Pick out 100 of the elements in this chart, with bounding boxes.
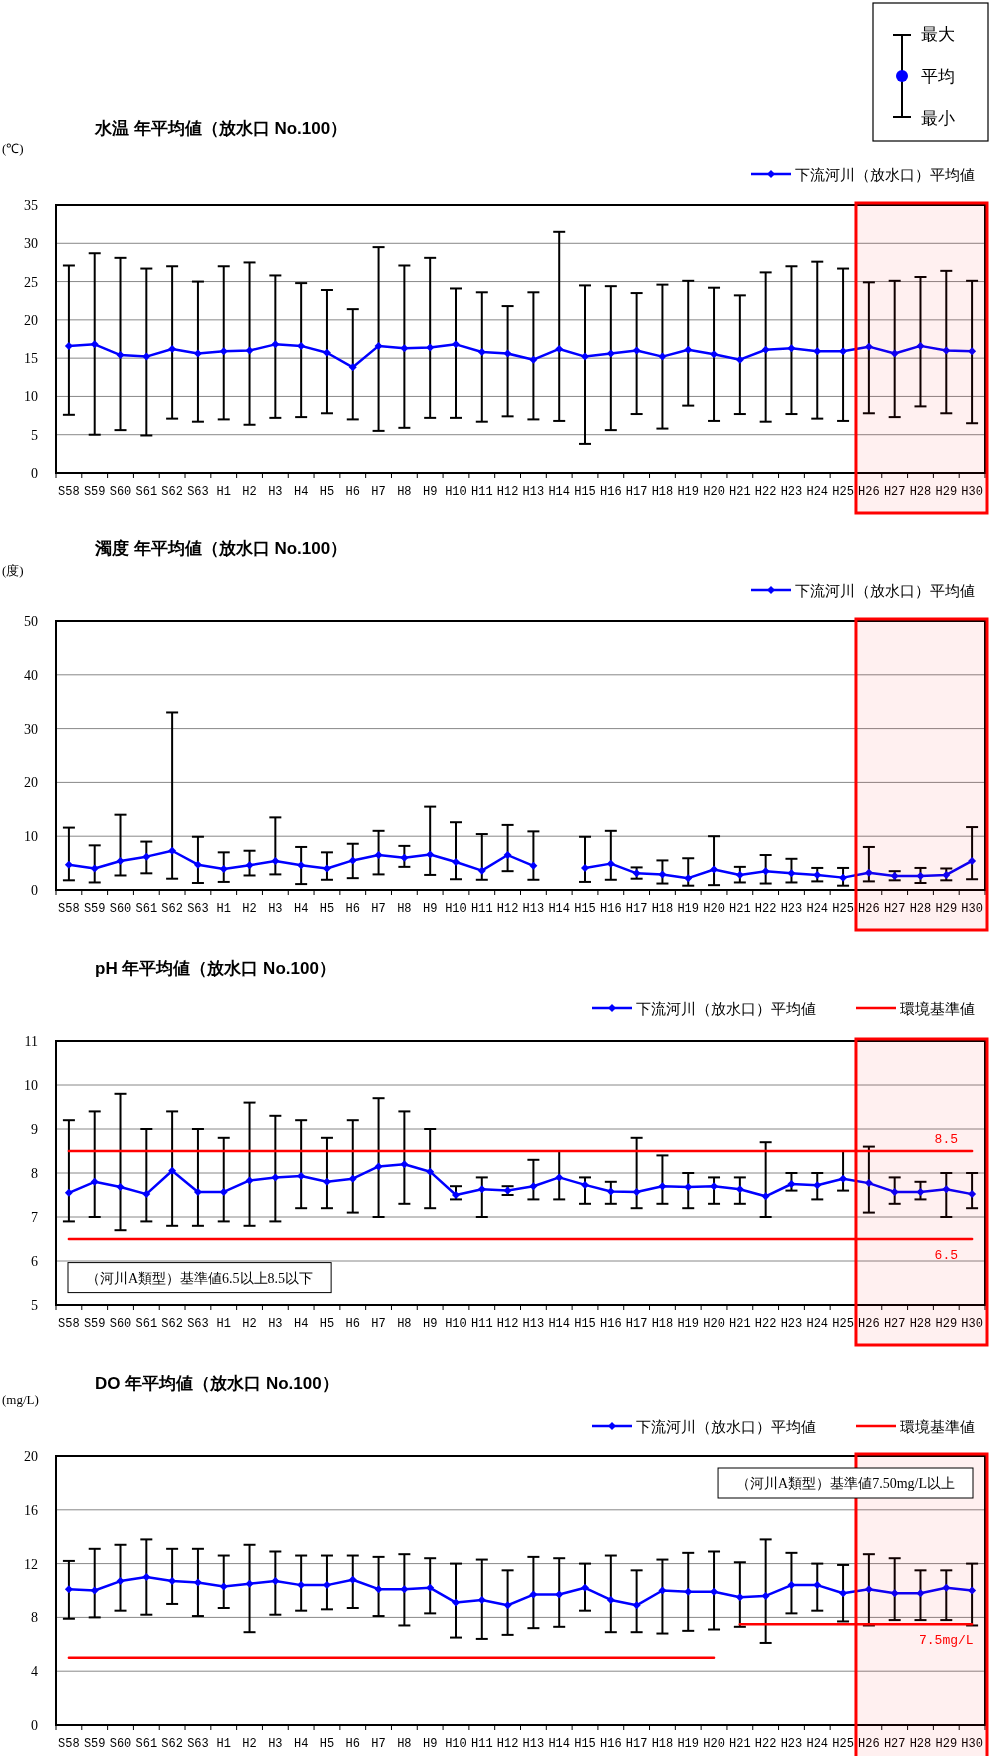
x-tick-label: H21 bbox=[729, 485, 751, 499]
point bbox=[890, 349, 899, 358]
point bbox=[529, 1590, 538, 1599]
y-tick-label: 7 bbox=[31, 1210, 38, 1225]
point bbox=[193, 860, 202, 869]
x-tick-label: H3 bbox=[268, 902, 283, 916]
y-tick-label: 20 bbox=[24, 312, 38, 328]
x-tick-label: H22 bbox=[754, 1737, 777, 1751]
y-tick-label: 5 bbox=[31, 1298, 38, 1313]
y-tick-label: 0 bbox=[31, 1718, 38, 1733]
point bbox=[581, 1180, 590, 1189]
point bbox=[245, 346, 254, 355]
point bbox=[116, 1183, 125, 1192]
x-tick-label: H17 bbox=[625, 1737, 648, 1751]
x-tick-label: H5 bbox=[319, 485, 335, 499]
point bbox=[684, 1587, 693, 1596]
point bbox=[168, 846, 177, 855]
point bbox=[632, 1601, 641, 1610]
point bbox=[916, 1589, 925, 1598]
legend-label: 下流河川（放水口）平均値 bbox=[636, 1001, 816, 1017]
y-tick-label: 0 bbox=[31, 466, 38, 481]
point bbox=[142, 852, 151, 861]
y-tick-label: 15 bbox=[24, 351, 38, 367]
point bbox=[297, 861, 306, 870]
x-tick-label: H6 bbox=[345, 1737, 360, 1751]
point bbox=[90, 1586, 99, 1595]
x-tick-label: H8 bbox=[397, 1317, 412, 1331]
x-tick-label: H3 bbox=[268, 485, 283, 499]
chart-title: 水温 年平均値（放水口 No.100） bbox=[94, 119, 348, 138]
x-tick-label: H30 bbox=[961, 902, 983, 916]
x-tick-label: H10 bbox=[445, 485, 467, 499]
y-tick-label: 10 bbox=[24, 389, 38, 405]
x-tick-label: H5 bbox=[319, 1737, 335, 1751]
text: 最大 bbox=[921, 25, 955, 44]
point bbox=[426, 343, 435, 352]
x-tick-label: H14 bbox=[548, 485, 571, 499]
point bbox=[813, 1181, 822, 1190]
x-tick-label: H15 bbox=[574, 485, 596, 499]
x-tick-label: H18 bbox=[651, 485, 674, 499]
point bbox=[813, 1581, 822, 1590]
y-axis-title: (℃) bbox=[2, 141, 24, 156]
point bbox=[890, 1187, 899, 1196]
point bbox=[864, 1179, 873, 1188]
x-tick-label: H12 bbox=[496, 1317, 519, 1331]
point bbox=[735, 1185, 744, 1194]
legend-label: 下流河川（放水口）平均値 bbox=[636, 1419, 816, 1435]
point bbox=[503, 349, 512, 358]
chart-title: pH 年平均値（放水口 No.100） bbox=[95, 959, 336, 978]
point bbox=[168, 344, 177, 353]
x-tick-label: S62 bbox=[161, 902, 183, 916]
point bbox=[400, 344, 409, 353]
y-tick-label: 8 bbox=[31, 1610, 38, 1626]
x-tick-label: H11 bbox=[470, 1317, 493, 1331]
x-tick-label: H30 bbox=[961, 1317, 983, 1331]
x-tick-label: S60 bbox=[109, 902, 132, 916]
y-tick-label: 11 bbox=[24, 1034, 38, 1049]
x-tick-label: S59 bbox=[83, 485, 106, 499]
point bbox=[400, 853, 409, 862]
x-tick-label: H22 bbox=[754, 902, 777, 916]
point bbox=[193, 1187, 202, 1196]
x-tick-label: S61 bbox=[135, 902, 158, 916]
x-tick-label: S58 bbox=[58, 1737, 80, 1751]
point bbox=[374, 1585, 383, 1594]
x-tick-label: H19 bbox=[677, 902, 700, 916]
x-tick-label: H26 bbox=[858, 902, 880, 916]
x-tick-label: H24 bbox=[806, 902, 829, 916]
x-tick-label: S62 bbox=[161, 1737, 183, 1751]
x-tick-label: H12 bbox=[496, 485, 519, 499]
point bbox=[116, 351, 125, 360]
point bbox=[374, 1162, 383, 1171]
x-tick-label: S63 bbox=[187, 1317, 209, 1331]
x-tick-label: H7 bbox=[371, 902, 386, 916]
point bbox=[787, 1581, 796, 1590]
x-tick-label: H27 bbox=[883, 902, 906, 916]
x-tick-label: H28 bbox=[909, 902, 932, 916]
point bbox=[787, 869, 796, 878]
x-tick-label: H15 bbox=[574, 902, 596, 916]
x-tick-label: H17 bbox=[625, 485, 648, 499]
point bbox=[142, 1190, 151, 1199]
point bbox=[529, 355, 538, 364]
x-tick-label: H4 bbox=[293, 485, 309, 499]
x-tick-label: H27 bbox=[883, 1317, 906, 1331]
y-tick-label: 40 bbox=[24, 667, 38, 683]
point bbox=[271, 1577, 280, 1586]
point bbox=[581, 863, 590, 872]
point bbox=[916, 341, 925, 350]
x-tick-label: S61 bbox=[135, 485, 158, 499]
x-tick-label: S63 bbox=[187, 1737, 209, 1751]
point bbox=[451, 1191, 460, 1199]
x-tick-label: H2 bbox=[242, 1317, 257, 1331]
point bbox=[658, 352, 667, 361]
x-tick-label: H14 bbox=[548, 1737, 571, 1751]
point bbox=[555, 1590, 564, 1599]
point bbox=[710, 1182, 719, 1191]
point bbox=[864, 868, 873, 877]
point bbox=[477, 1595, 486, 1604]
x-tick-label: H26 bbox=[858, 1317, 880, 1331]
x-tick-label: H25 bbox=[832, 485, 854, 499]
point bbox=[426, 1583, 435, 1592]
x-tick-label: S59 bbox=[83, 1737, 106, 1751]
